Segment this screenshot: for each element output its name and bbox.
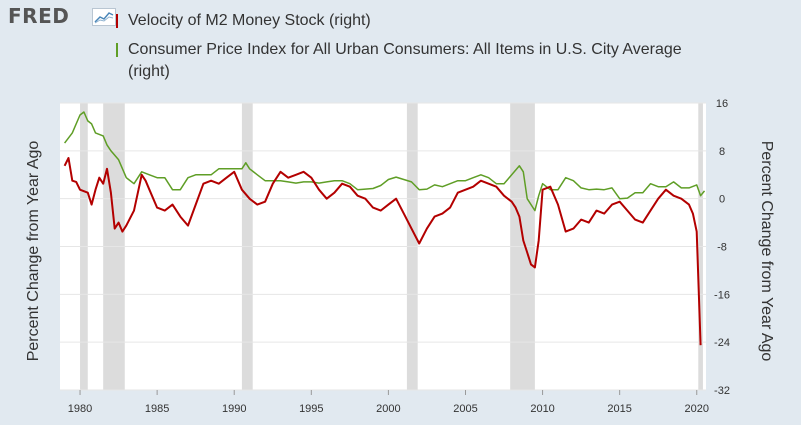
- series-line-cpi: [64, 111, 706, 212]
- chart-line-icon: [92, 8, 116, 26]
- y-tick-label: -32: [714, 385, 730, 397]
- x-tick-label: 2005: [453, 403, 477, 415]
- legend-swatch-green: [116, 43, 118, 57]
- y-axis-right: 16 8 0 -8 -16 -24 -32: [714, 98, 730, 397]
- x-axis: 1980 1985 1990 1995 2000 2005 2010 2015 2020: [68, 390, 709, 415]
- legend-item-cpi[interactable]: Consumer Price Index for All Urban Consu…: [116, 39, 708, 83]
- y-tick-label: 0: [719, 194, 725, 206]
- legend-label: Velocity of M2 Money Stock (right): [128, 12, 371, 29]
- x-tick-label: 1985: [145, 403, 169, 415]
- y-tick-label: -24: [714, 337, 730, 349]
- x-tick-label: 2020: [685, 403, 709, 415]
- legend-item-velocity[interactable]: Velocity of M2 Money Stock (right): [116, 10, 708, 32]
- x-tick-label: 2015: [607, 403, 631, 415]
- y-tick-label: -16: [714, 289, 730, 301]
- x-tick-label: 2000: [376, 403, 400, 415]
- x-tick-label: 1990: [222, 403, 246, 415]
- series-line-velocity: [63, 157, 702, 346]
- x-tick-label: 1980: [68, 403, 92, 415]
- series-lines: [63, 111, 706, 346]
- grid-lines: [60, 102, 706, 391]
- legend-label: Consumer Price Index for All Urban Consu…: [128, 41, 682, 80]
- x-tick-label: 2010: [530, 403, 554, 415]
- y-tick-label: 8: [719, 146, 725, 158]
- legend-swatch-red: [116, 14, 118, 28]
- fred-logo: FRED: [8, 4, 70, 28]
- y-tick-label: -8: [717, 242, 727, 254]
- chart-header: FRED Velocity of M2 Money Stock (right) …: [0, 0, 801, 100]
- x-tick-label: 1995: [299, 403, 323, 415]
- y-tick-label: 16: [716, 98, 728, 110]
